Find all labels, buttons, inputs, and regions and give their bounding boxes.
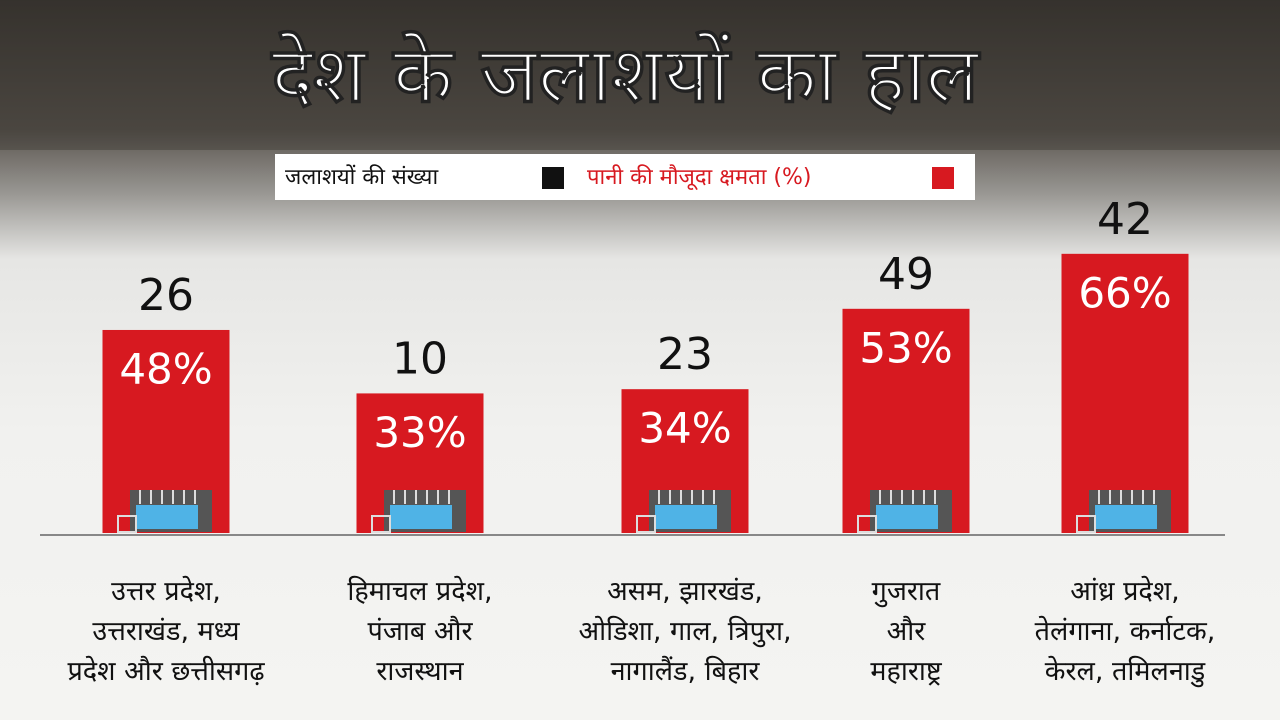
value-label: 66% [1078, 268, 1171, 317]
photo-shade [0, 0, 1280, 150]
chart-title: देश के जलाशयों का हाल [269, 29, 981, 120]
dam-icon-base [1076, 515, 1096, 533]
legend-swatch [932, 167, 954, 189]
category-label: आंध्र प्रदेश, तेलंगाना, कर्नाटक, केरल, त… [1034, 576, 1216, 687]
dam-icon-water [390, 505, 452, 529]
category-label: उत्तर प्रदेश, उत्तराखंड, मध्य प्रदेश और … [67, 576, 265, 687]
bar [1061, 253, 1189, 533]
dam-icon-water [876, 505, 938, 529]
legend-box [275, 154, 975, 200]
dam-icon-base [371, 515, 391, 533]
legend-swatch [542, 167, 564, 189]
count-label: 10 [392, 333, 448, 384]
legend-label: पानी की मौजूदा क्षमता (%) [587, 164, 811, 191]
count-label: 49 [878, 249, 934, 300]
category-label: गुजरात और महाराष्ट्र [870, 576, 942, 687]
value-label: 53% [859, 323, 952, 372]
count-label: 23 [657, 329, 713, 380]
value-label: 34% [638, 404, 731, 453]
dam-icon-base [857, 515, 877, 533]
value-label: 48% [119, 344, 212, 393]
value-label: 33% [373, 408, 466, 457]
legend-label: जलाशयों की संख्या [285, 164, 438, 190]
dam-icon-water [136, 505, 198, 529]
dam-icon-water [655, 505, 717, 529]
dam-icon-water [1095, 505, 1157, 529]
count-label: 42 [1097, 194, 1153, 245]
dam-icon-base [117, 515, 137, 533]
category-label: असम, झारखंड, ओडिशा, गाल, त्रिपुरा, नागाल… [578, 576, 792, 687]
category-label: हिमाचल प्रदेश, पंजाब और राजस्थान [347, 576, 493, 687]
count-label: 26 [138, 270, 194, 321]
dam-icon-base [636, 515, 656, 533]
